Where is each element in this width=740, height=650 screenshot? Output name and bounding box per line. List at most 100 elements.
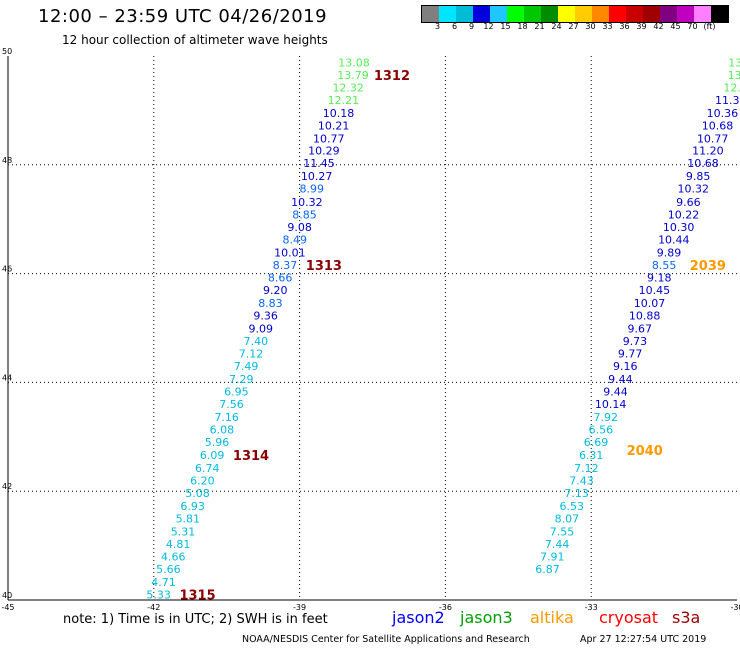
wave-height-label: 9.08 xyxy=(287,221,312,234)
y-tick-label: 42 xyxy=(2,482,12,491)
wave-height-label: 7.43 xyxy=(569,474,594,487)
legend-swatch-7 xyxy=(541,6,558,22)
wave-height-label: 12.32 xyxy=(332,82,364,95)
wave-height-label: 6.74 xyxy=(195,462,220,475)
chart-title: 12:00 – 23:59 UTC 04/26/2019 xyxy=(38,6,328,27)
wave-height-label: 10.29 xyxy=(308,145,340,158)
wave-height-label: 7.12 xyxy=(239,348,264,361)
legend-swatch-16 xyxy=(694,6,711,22)
wave-height-label: 7.13 xyxy=(564,487,589,500)
legend-label-8: 27 xyxy=(568,22,579,31)
legend-swatch-10 xyxy=(592,6,609,22)
wave-height-label: 7.49 xyxy=(234,360,259,373)
wave-height-label: 8.37 xyxy=(273,259,298,272)
wave-height-label: 7.44 xyxy=(545,538,570,551)
wave-height-label: 10.07 xyxy=(634,297,666,310)
legend-swatch-6 xyxy=(524,6,541,22)
wave-height-label: 7.29 xyxy=(229,373,254,386)
wave-height-label: 12.21 xyxy=(328,94,360,107)
wave-height-label: 10.21 xyxy=(318,120,350,133)
pass-time-label: 1315 xyxy=(179,589,215,604)
legend-swatch-3 xyxy=(473,6,490,22)
wave-height-label: 4.81 xyxy=(166,538,191,551)
wave-height-label: 6.95 xyxy=(224,386,249,399)
wave-height-label: 4.66 xyxy=(161,550,186,563)
y-tick-label: 50 xyxy=(2,47,12,56)
wave-height-label: 8.83 xyxy=(258,297,283,310)
wave-height-label: 5.08 xyxy=(185,487,210,500)
wave-height-label: 10.68 xyxy=(687,157,719,170)
wave-height-label: 6.87 xyxy=(535,563,560,576)
wave-height-label: 7.92 xyxy=(594,411,619,424)
legend-label-4: 15 xyxy=(500,22,511,31)
y-tick-label: 44 xyxy=(2,373,12,382)
legend-label-10: 33 xyxy=(602,22,613,31)
wave-height-label: 9.44 xyxy=(608,373,633,386)
wave-height-label: 13 xyxy=(728,69,740,82)
x-tick-label: -42 xyxy=(147,603,160,612)
wave-height-label: 10.01 xyxy=(274,246,306,259)
wave-height-label: 11.45 xyxy=(303,157,335,170)
legend-label-0: 3 xyxy=(434,22,441,31)
wave-height-label: 9.73 xyxy=(623,335,648,348)
legend-swatch-15 xyxy=(677,6,694,22)
x-tick-label: -33 xyxy=(585,603,598,612)
wave-height-label: 10.68 xyxy=(702,120,734,133)
legend-label-3: 12 xyxy=(483,22,494,31)
y-tick-label: 48 xyxy=(2,156,12,165)
credit-line: NOAA/NESDIS Center for Satellite Applica… xyxy=(242,634,530,645)
wave-height-label: 6.09 xyxy=(200,449,225,462)
legend-label-16: (ft) xyxy=(703,22,716,31)
wave-height-label: 11.20 xyxy=(692,145,724,158)
wave-height-label: 10.22 xyxy=(668,208,700,221)
wave-height-label: 7.12 xyxy=(574,462,599,475)
legend-swatch-5 xyxy=(507,6,524,22)
wave-height-label: 10.45 xyxy=(639,284,671,297)
wave-height-label: 7.91 xyxy=(540,550,565,563)
pass-time-label: 1312 xyxy=(374,69,410,84)
wave-height-label: 8.85 xyxy=(292,208,317,221)
wave-height-label: 5.81 xyxy=(176,512,201,525)
legend-label-6: 21 xyxy=(534,22,545,31)
legend-label-9: 30 xyxy=(585,22,596,31)
wave-height-label: 8.55 xyxy=(652,259,677,272)
x-tick-label: -45 xyxy=(1,603,14,612)
pass-time-label: 1314 xyxy=(233,449,269,464)
legend-label-7: 24 xyxy=(551,22,562,31)
generated-timestamp: Apr 27 12:27:54 UTC 2019 xyxy=(580,634,707,645)
wave-height-label: 6.08 xyxy=(210,424,235,437)
wave-height-label: 7.16 xyxy=(214,411,239,424)
wave-height-label: 6.53 xyxy=(560,500,585,513)
wave-height-label: 10.32 xyxy=(291,196,323,209)
wave-height-label: 6.56 xyxy=(589,424,614,437)
mission-jason3: jason3 xyxy=(460,608,513,627)
x-tick-label: -36 xyxy=(439,603,452,612)
legend-swatch-0 xyxy=(422,6,439,22)
wave-height-label: 5.31 xyxy=(171,525,196,538)
wave-height-label: 6.20 xyxy=(190,474,215,487)
wave-height-label: 7.56 xyxy=(219,398,244,411)
wave-height-label: 7.40 xyxy=(244,335,269,348)
wave-height-label: 10.30 xyxy=(663,221,695,234)
legend-swatch-1 xyxy=(439,6,456,22)
wave-height-label: 6.69 xyxy=(584,436,609,449)
legend-swatch-12 xyxy=(626,6,643,22)
legend-swatch-14 xyxy=(660,6,677,22)
wave-height-label: 11.3 xyxy=(715,94,740,107)
legend-label-15: 70 xyxy=(687,22,698,31)
wave-height-label: 10.77 xyxy=(313,133,345,146)
y-tick-label: 40 xyxy=(2,591,12,600)
legend-swatch-8 xyxy=(558,6,575,22)
wave-height-label: 10.18 xyxy=(323,107,355,120)
legend-swatch-9 xyxy=(575,6,592,22)
legend-label-1: 6 xyxy=(451,22,458,31)
wave-height-label: 9.44 xyxy=(603,386,628,399)
legend-label-5: 18 xyxy=(517,22,528,31)
wave-height-label: 9.77 xyxy=(618,348,643,361)
wave-height-label: 9.85 xyxy=(686,170,711,183)
wave-height-label: 6.31 xyxy=(579,449,604,462)
legend-label-13: 42 xyxy=(653,22,664,31)
wave-height-label: 10.77 xyxy=(697,133,729,146)
wave-height-label: 8.66 xyxy=(268,271,293,284)
